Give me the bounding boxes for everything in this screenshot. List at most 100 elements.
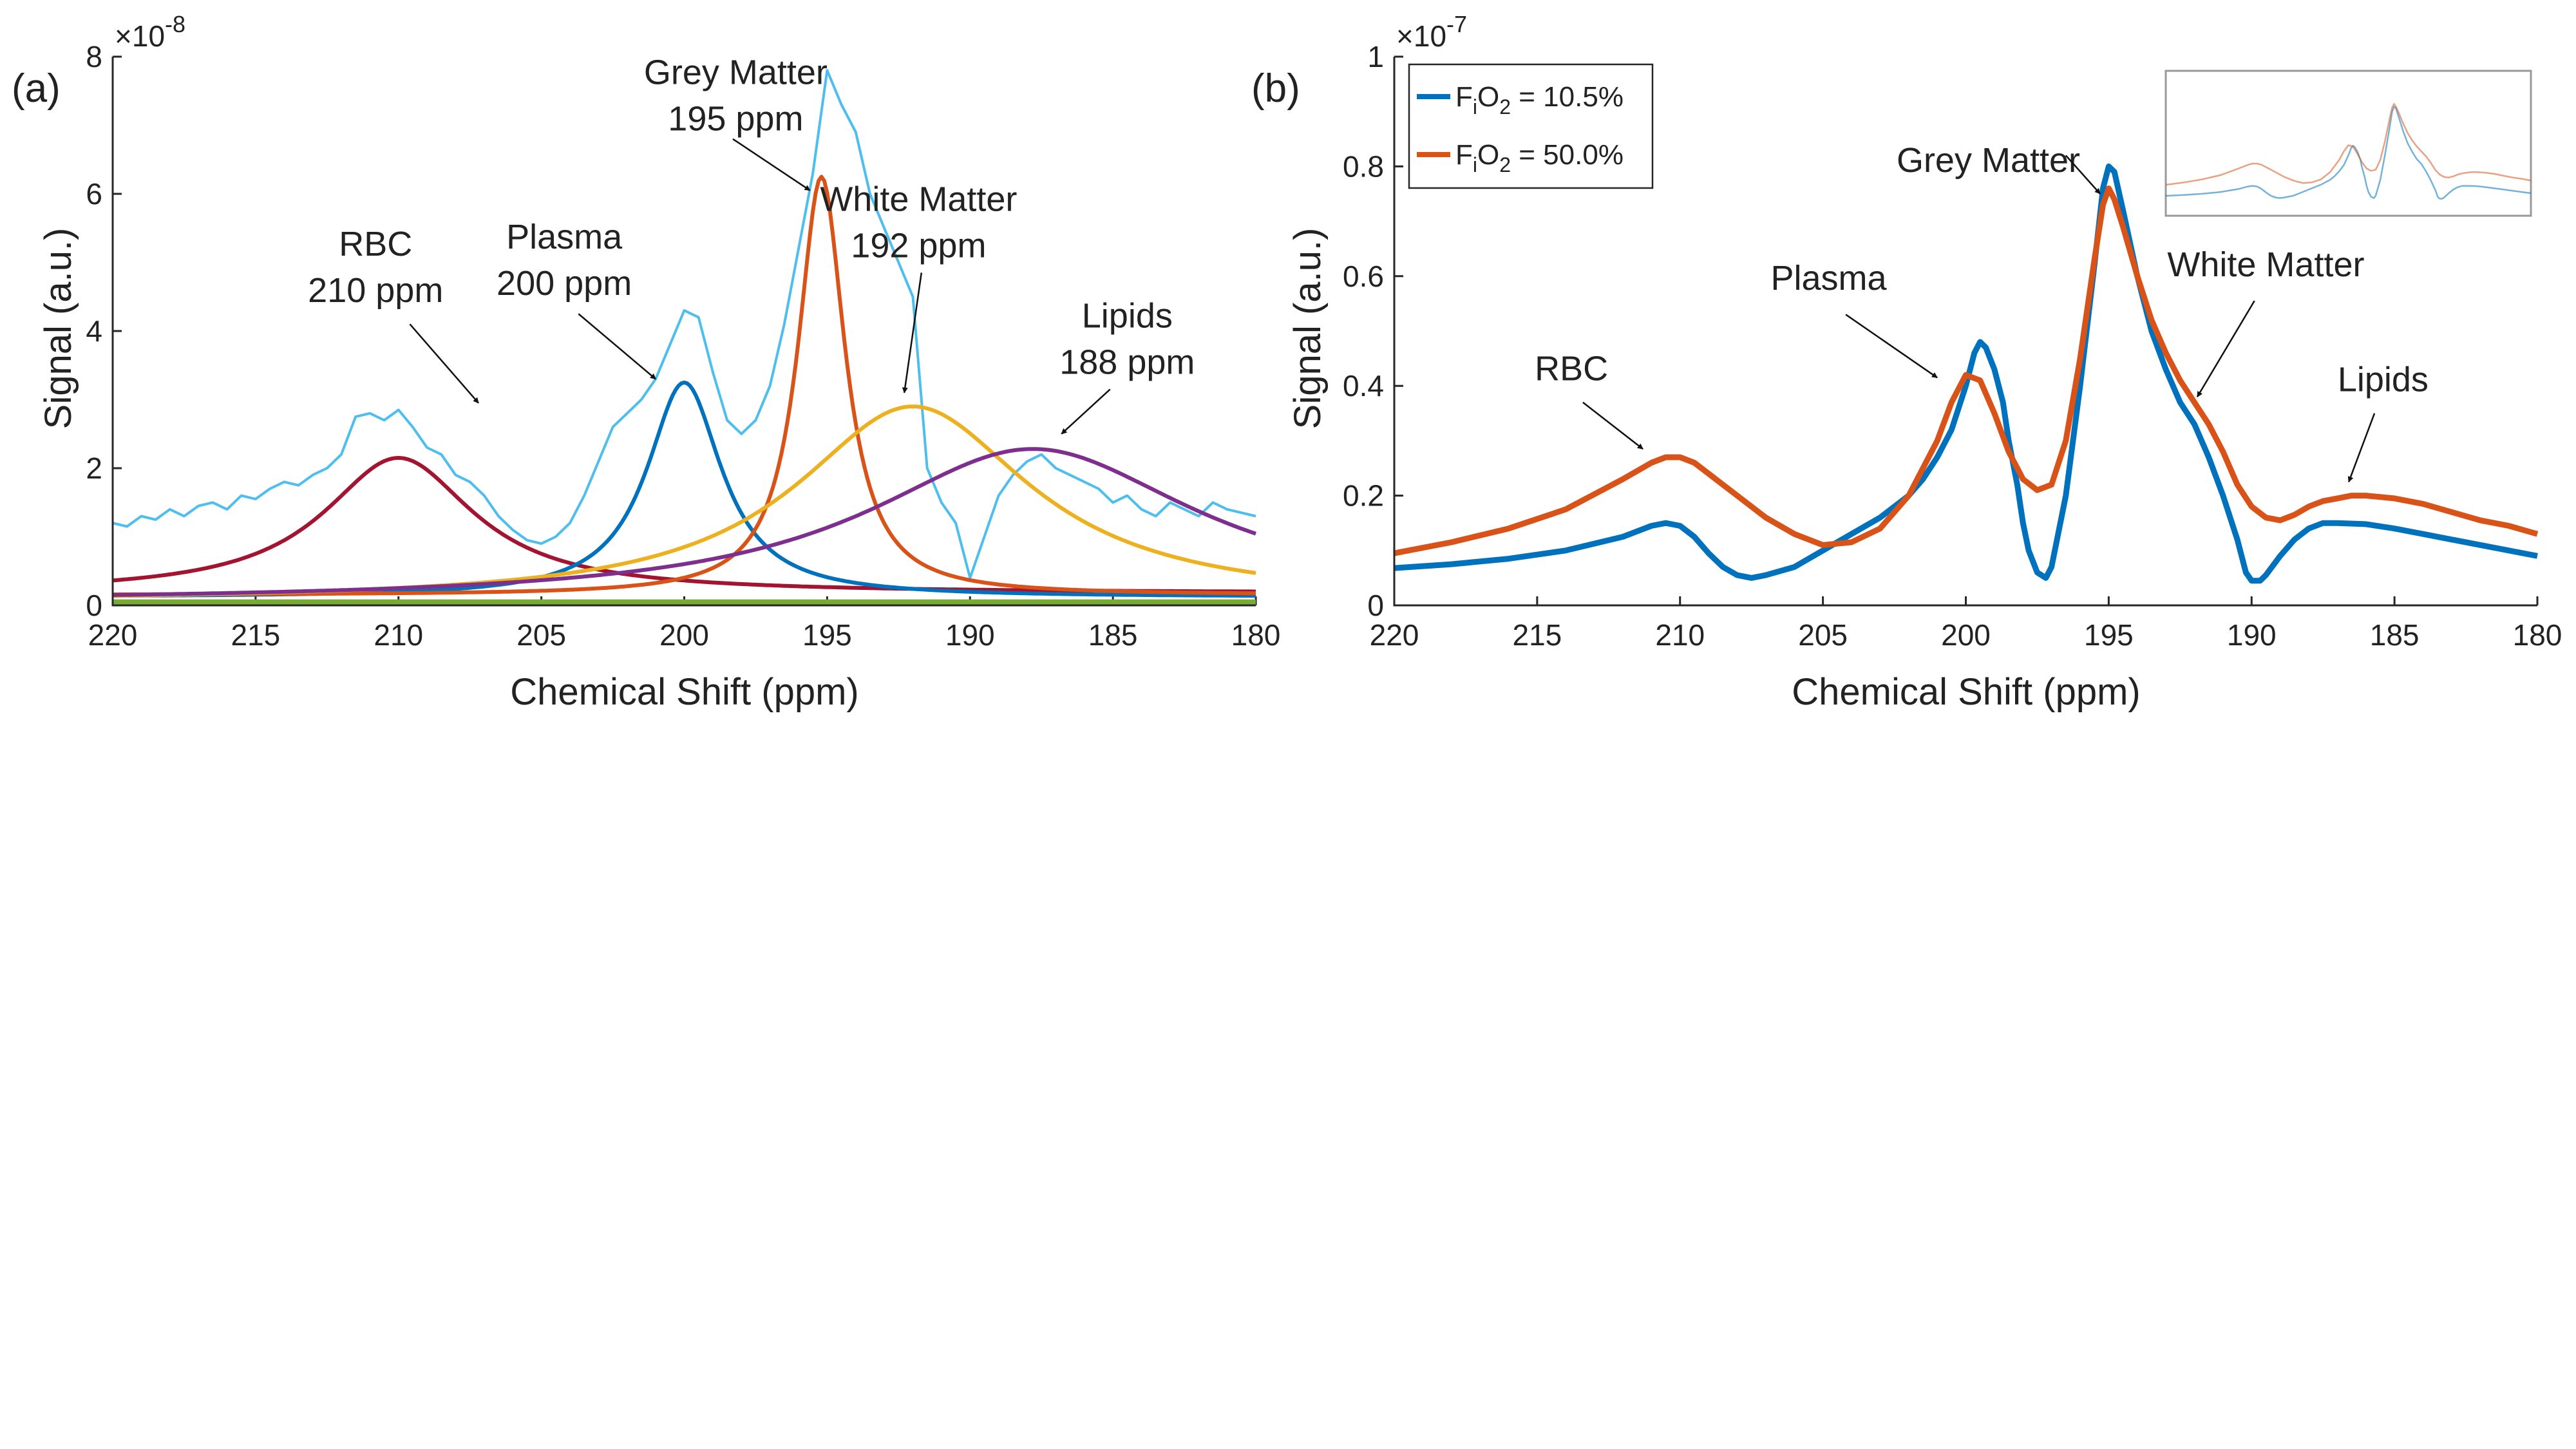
legend-2-o: O: [1477, 139, 1499, 171]
annotation-arrow-rbc: [1582, 401, 1643, 450]
annotation-lipids: Lipids 188 ppm: [1059, 297, 1195, 382]
panel-a-annotations: RBC 210 ppm Plasma 200 ppm Grey Matter 195 pp…: [308, 53, 1195, 435]
annotation-line: 200 ppm: [497, 264, 632, 303]
annotation-white: White Matter 192 ppm: [820, 180, 1017, 265]
x-tick-label: 185: [2370, 618, 2420, 652]
annotation-line: White Matter: [2167, 245, 2364, 284]
annotation-rbc: RBC 210 ppm: [308, 225, 443, 310]
panel-a-y-ticks: 0 2 4 6 8: [86, 40, 122, 622]
legend-label-series-2: FiO2 = 50.0%: [1455, 139, 1624, 176]
legend-box: [1408, 63, 1654, 189]
x-tick-label: 195: [802, 618, 852, 652]
annotation-arrow-white: [2196, 300, 2255, 398]
annotation-line: 210 ppm: [308, 271, 443, 310]
panel-b-y-axis-label: Signal (a.u.): [1287, 228, 1329, 430]
x-tick-label: 210: [1655, 618, 1705, 652]
inset-line: [2165, 105, 2532, 200]
annotation-grey: Grey Matter: [1897, 141, 2080, 180]
annotation-arrow-rbc: [409, 323, 479, 404]
annotation-plasma: Plasma: [1770, 259, 1887, 298]
x-tick-label: 210: [374, 618, 423, 652]
panel-b-y-multiplier: ×10-7: [1396, 11, 1467, 53]
panel-b: (b) ×10-7 Signal (a.u.) Chemical Shift (…: [1251, 11, 2562, 713]
legend-2-sub-i: i: [1473, 153, 1477, 176]
panel-b-x-ticks: 220 215 210 205 200 195 190 185 180: [1370, 596, 2562, 652]
legend-2-f: F: [1455, 139, 1473, 171]
panel-a-axes-frame: [111, 57, 1256, 607]
annotation-line: Grey Matter: [644, 53, 828, 92]
legend-2-sub-2: 2: [1499, 153, 1511, 176]
y-tick-label: 0.4: [1343, 369, 1384, 402]
x-tick-label: 190: [945, 618, 995, 652]
y-tick-label: 0: [1367, 589, 1384, 622]
x-tick-label: 190: [2227, 618, 2277, 652]
x-tick-label: 220: [88, 618, 138, 652]
panel-b-y-multiplier-base: ×10: [1396, 19, 1446, 53]
series-line-fio2-10-5-: [1394, 163, 2538, 584]
panel-b-label: (b): [1251, 66, 1300, 111]
annotation-grey: Grey Matter 195 ppm: [644, 53, 828, 138]
y-tick-label: 0: [86, 589, 102, 622]
panel-b-inset-spectrum: [2164, 70, 2532, 217]
annotation-plasma: Plasma 200 ppm: [497, 218, 632, 303]
panel-a-y-exponent: -8: [165, 11, 185, 37]
inset-line: [2165, 102, 2532, 186]
annotation-lipids: Lipids: [2338, 361, 2429, 399]
legend-1-sub-2: 2: [1499, 95, 1511, 118]
annotation-line: Grey Matter: [1897, 141, 2080, 180]
y-tick-label: 4: [86, 314, 102, 348]
annotation-line: RBC: [339, 225, 412, 263]
annotation-line: RBC: [1535, 350, 1608, 388]
panel-a-y-multiplier-base: ×10: [115, 19, 165, 53]
inset-frame: [2164, 70, 2532, 217]
x-tick-label: 205: [516, 618, 566, 652]
panel-a-label: (a): [12, 66, 61, 111]
panel-b-axes-frame: [1393, 57, 2537, 607]
x-tick-label: 180: [2513, 618, 2562, 652]
series-line-fio2-50-0-: [1394, 185, 2539, 556]
annotation-line: 192 ppm: [851, 227, 986, 265]
inset-lines: [2165, 102, 2532, 200]
x-tick-label: 205: [1798, 618, 1848, 652]
legend-label-series-1: FiO2 = 10.5%: [1455, 81, 1624, 118]
panel-b-series: [1394, 163, 2539, 584]
panel-b-y-exponent: -7: [1446, 11, 1467, 37]
annotation-arrow-plasma: [578, 313, 656, 380]
annotation-line: Plasma: [506, 218, 623, 256]
legend-1-sub-i: i: [1473, 95, 1477, 118]
y-tick-label: 6: [86, 177, 102, 211]
x-tick-label: 215: [231, 618, 281, 652]
annotation-line: Plasma: [1770, 259, 1887, 298]
annotation-white: White Matter: [2167, 245, 2364, 284]
x-tick-label: 200: [1941, 618, 1991, 652]
panel-a-series: [112, 69, 1256, 605]
annotation-arrow-lipids: [2347, 413, 2376, 483]
panel-a-y-multiplier: ×10-8: [115, 11, 185, 53]
y-tick-label: 8: [86, 40, 102, 73]
x-tick-label: 180: [1231, 618, 1281, 652]
annotation-arrow-plasma: [1845, 314, 1938, 379]
annotation-line: Lipids: [2338, 361, 2429, 399]
series-line-lipids-fit: [112, 447, 1256, 597]
panel-a-x-ticks: 220 215 210 205 200 195 190 185 180: [88, 596, 1281, 652]
annotation-arrow-grey: [732, 138, 811, 191]
panel-b-y-ticks: 0 0.2 0.4 0.6 0.8 1: [1343, 40, 1403, 622]
panel-b-x-axis-label: Chemical Shift (ppm): [1792, 671, 2140, 713]
panel-b-annotations: Grey Matter Plasma White Matter RBC Lipids: [1535, 141, 2429, 483]
y-tick-label: 0.2: [1343, 479, 1384, 513]
y-tick-label: 0.6: [1343, 260, 1384, 293]
y-tick-label: 0.8: [1343, 149, 1384, 183]
legend-2-value: = 50.0%: [1511, 139, 1624, 171]
series-line-measured-spectrum: [112, 69, 1256, 580]
x-tick-label: 185: [1088, 618, 1138, 652]
x-tick-label: 200: [659, 618, 709, 652]
annotation-arrow-white: [902, 272, 923, 393]
legend-1-o: O: [1477, 81, 1499, 113]
panel-a: (a) ×10-8 Signal (a.u.) Chemical Shift (…: [12, 11, 1280, 713]
legend-1-f: F: [1455, 81, 1473, 113]
y-tick-label: 1: [1367, 40, 1384, 73]
annotation-rbc: RBC: [1535, 350, 1608, 388]
x-tick-label: 220: [1370, 618, 1419, 652]
panel-a-y-axis-label: Signal (a.u.): [37, 228, 79, 430]
